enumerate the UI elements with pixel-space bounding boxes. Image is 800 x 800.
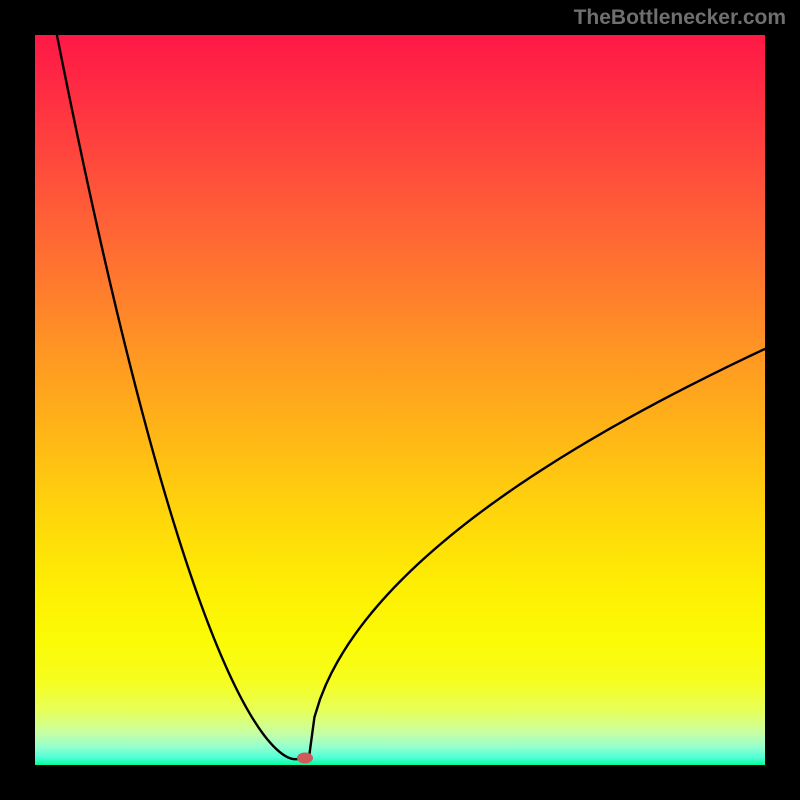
bottleneck-curve: [57, 35, 765, 759]
optimum-marker: [297, 752, 313, 763]
watermark-text: TheBottlenecker.com: [574, 6, 786, 30]
plot-area: [35, 35, 765, 765]
curve-svg: [35, 35, 765, 765]
